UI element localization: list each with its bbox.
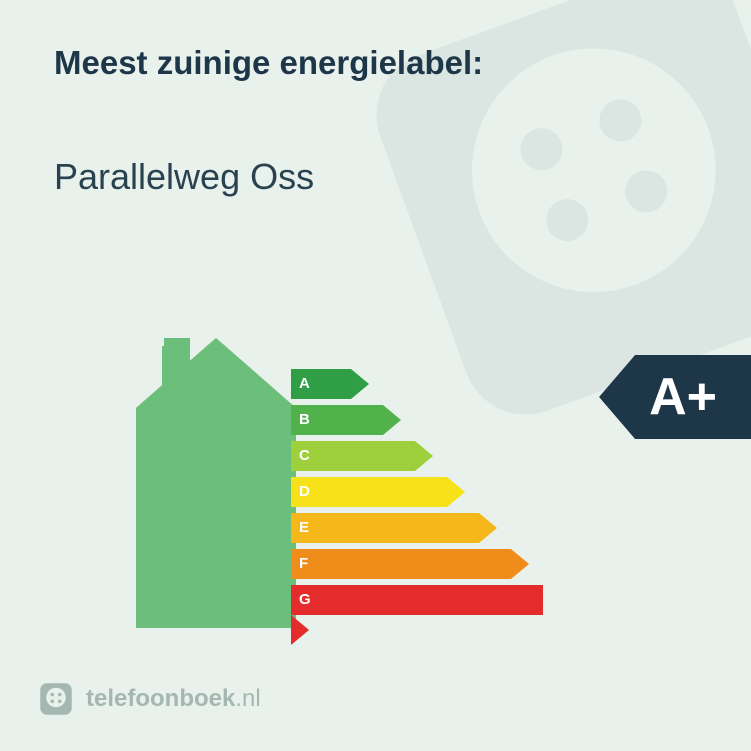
brand-icon (38, 681, 74, 717)
energy-bar-letter: C (299, 438, 317, 474)
brand-text: telefoonboek.nl (86, 685, 261, 713)
energy-bar-g: G (291, 582, 543, 618)
energy-bar-f: F (291, 546, 543, 582)
footer: telefoonboek.nl (38, 681, 261, 717)
energy-bar-shape (291, 477, 465, 507)
energy-bar-letter: E (299, 510, 317, 546)
brand-name: telefoonboek (86, 685, 235, 712)
energy-bar-d: D (291, 474, 543, 510)
energy-bar-letter: D (299, 474, 317, 510)
energy-bar-shape (291, 513, 497, 543)
brand-tld: .nl (235, 685, 260, 712)
rating-value: A+ (649, 367, 717, 427)
address-subtitle: Parallelweg Oss (54, 156, 314, 198)
energy-bar-e: E (291, 510, 543, 546)
energy-bar-shape (291, 549, 529, 579)
energy-bar-letter: G (299, 582, 317, 618)
energy-bar-letter: B (299, 402, 317, 438)
energy-bars-container: ABCDEFG (291, 366, 543, 618)
page-title: Meest zuinige energielabel: (54, 44, 483, 82)
energy-bar-a: A (291, 366, 543, 402)
energy-bar-letter: A (299, 366, 317, 402)
energy-bar-letter: F (299, 546, 317, 582)
energy-bar-b: B (291, 402, 543, 438)
energy-bar-c: C (291, 438, 543, 474)
house-chimney-icon (136, 338, 296, 628)
energy-bar-shape (291, 585, 543, 615)
